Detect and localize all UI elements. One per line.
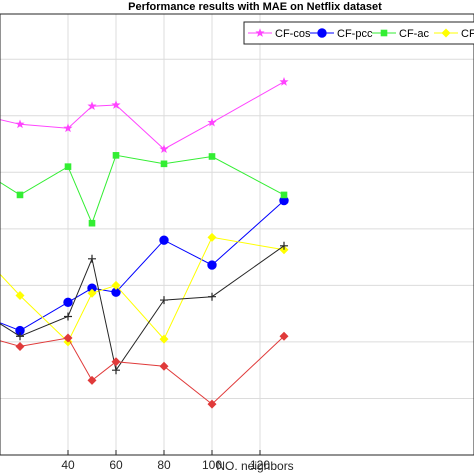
data-point-0-3 <box>87 101 97 111</box>
data-point-2-3 <box>88 219 96 227</box>
legend: CF-cos CF-pcc CF-ac CF-M <box>243 21 474 45</box>
data-point-2-2 <box>64 163 72 170</box>
data-point-5-4 <box>111 357 121 367</box>
data-point-5-5 <box>159 361 169 371</box>
x-tick-label-0: 40 <box>61 458 75 472</box>
data-point-4-1 <box>16 332 24 341</box>
data-point-5-2 <box>63 333 73 343</box>
x-tick-label-2: 80 <box>157 458 171 472</box>
data-point-2-5 <box>160 160 168 168</box>
data-point-4-4 <box>112 366 120 375</box>
x-tick-label-3: 100 <box>202 458 222 472</box>
legend-box <box>243 21 474 45</box>
legend-label-1: CF-pcc <box>337 28 373 40</box>
data-point-2-1 <box>16 191 24 199</box>
data-point-0-6 <box>207 117 217 127</box>
x-axis-title: NO. neighbors <box>216 459 293 473</box>
series-4 <box>0 241 288 375</box>
series-line-0 <box>0 81 285 150</box>
data-point-3-5 <box>159 334 169 344</box>
data-point-3-3 <box>87 288 97 298</box>
series-line-2 <box>0 154 285 225</box>
data-point-0-7 <box>279 77 289 86</box>
data-point-4-7 <box>280 241 288 250</box>
legend-marker-2 <box>380 29 388 37</box>
data-point-2-6 <box>208 153 216 160</box>
data-point-0-2 <box>63 123 73 133</box>
x-tick-label-4: 120 <box>250 458 270 472</box>
legend-label-0: CF-cos <box>275 28 311 40</box>
chart-title: Performance results with MAE on Netflix … <box>128 1 382 13</box>
series-0 <box>0 77 289 154</box>
legend-marker-0 <box>255 28 265 37</box>
series-2 <box>0 152 288 227</box>
series-5 <box>0 331 289 409</box>
legend-label-2: CF-ac <box>399 28 429 40</box>
data-point-4-3 <box>88 254 96 263</box>
data-point-5-6 <box>207 399 217 409</box>
data-point-2-7 <box>280 191 288 199</box>
data-point-4-2 <box>64 312 72 321</box>
series-layer <box>0 77 289 409</box>
x-tick-labels: 40 60 80 100 120 <box>61 450 270 472</box>
data-point-0-1 <box>15 119 25 129</box>
series-line-4 <box>0 245 285 372</box>
grid-lines <box>0 14 474 455</box>
data-point-4-5 <box>160 296 168 305</box>
series-line-3 <box>0 236 285 343</box>
legend-marker-3 <box>441 28 451 38</box>
series-line-1 <box>0 200 285 332</box>
data-point-0-4 <box>111 100 121 109</box>
data-point-5-3 <box>87 375 97 385</box>
data-point-0-5 <box>159 144 169 154</box>
data-point-1-6 <box>207 260 217 270</box>
legend-marker-1 <box>317 28 327 38</box>
data-point-5-7 <box>279 331 289 341</box>
data-point-3-6 <box>207 232 217 242</box>
legend-label-3: CF-M <box>461 28 474 40</box>
data-point-5-1 <box>15 341 25 351</box>
data-point-3-4 <box>111 280 121 290</box>
data-point-3-1 <box>15 291 25 301</box>
data-point-1-5 <box>159 235 169 245</box>
data-point-4-6 <box>208 292 216 301</box>
plot-frame <box>0 13 474 456</box>
series-line-5 <box>0 335 285 405</box>
data-point-1-2 <box>63 297 73 308</box>
series-1 <box>0 195 289 336</box>
data-point-2-4 <box>112 152 120 159</box>
x-tick-label-1: 60 <box>109 458 123 472</box>
